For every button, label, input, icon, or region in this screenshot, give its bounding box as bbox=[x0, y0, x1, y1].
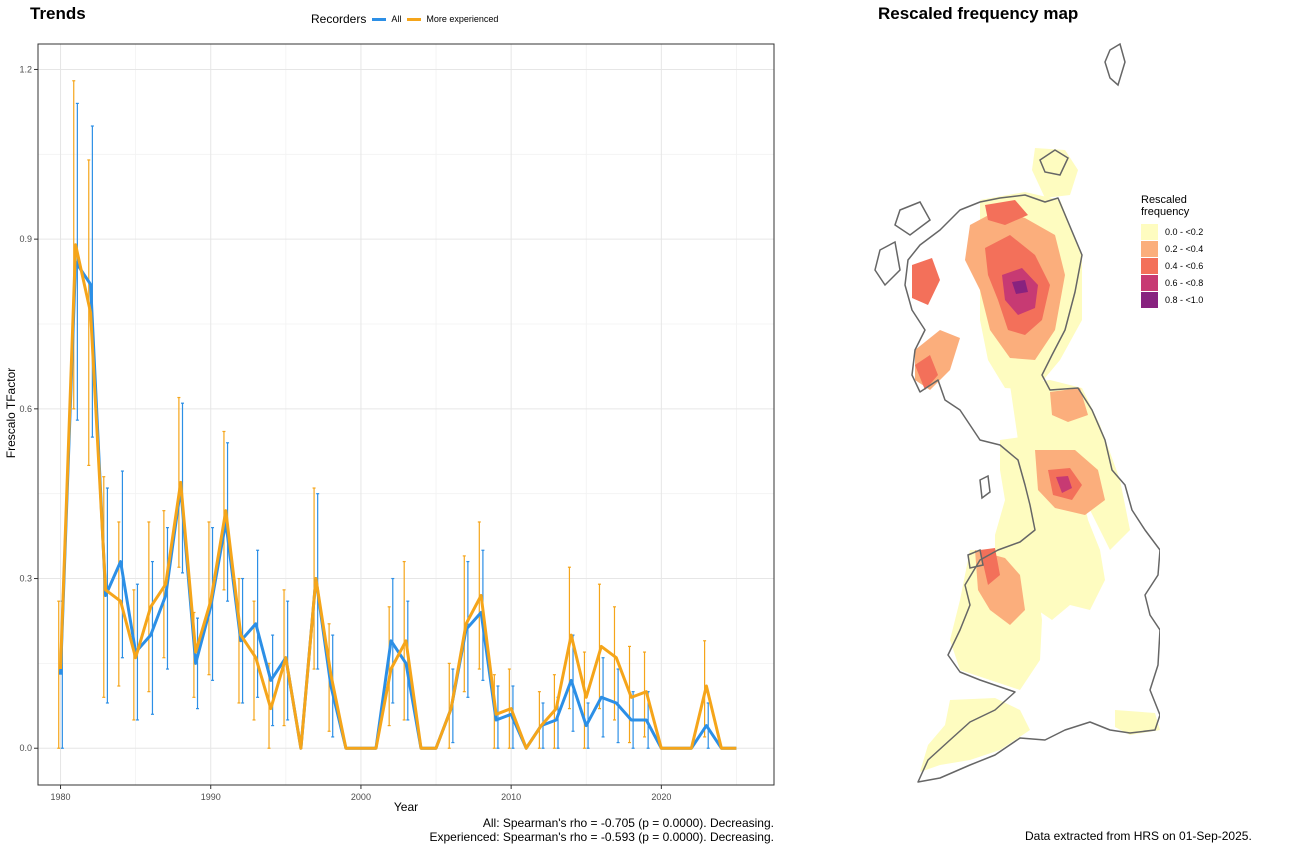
map-legend-label: 0.4 - <0.6 bbox=[1165, 260, 1204, 271]
map-legend-item: 0.8 - <1.0 bbox=[1141, 291, 1213, 308]
coastline-hebrides bbox=[874, 201, 931, 287]
legend-label-all: All bbox=[391, 14, 402, 24]
map-zone-high-skye bbox=[912, 258, 940, 305]
x-axis-label: Year bbox=[394, 800, 418, 814]
error-bar-experienced bbox=[87, 159, 91, 467]
map-zone-high-north bbox=[985, 200, 1028, 225]
error-bar-all bbox=[586, 702, 590, 749]
map-legend-swatch bbox=[1141, 240, 1158, 257]
trends-title: Trends bbox=[30, 4, 86, 23]
error-bar-all bbox=[150, 560, 154, 715]
error-bar-experienced bbox=[387, 606, 391, 727]
x-tick-label: 1980 bbox=[51, 792, 71, 802]
error-bar-experienced bbox=[162, 510, 166, 659]
series-line-experienced bbox=[59, 243, 737, 750]
error-bar-all bbox=[496, 685, 500, 749]
error-bar-experienced bbox=[462, 555, 466, 693]
trend-chart: 1980 1990 2000 2010 2020 0.0 0.3 0.6 0.9 1.2 Year… bbox=[4, 43, 775, 814]
x-tick-label: 2010 bbox=[501, 792, 521, 802]
map-legend-item: 0.2 - <0.4 bbox=[1141, 240, 1213, 257]
map-legend-label: 0.6 - <0.8 bbox=[1165, 277, 1204, 288]
error-bar-experienced bbox=[177, 396, 181, 568]
map-legend: Rescaled frequency 0.0 - <0.2 0.2 - <0.4 0… bbox=[1141, 194, 1213, 308]
error-bar-experienced bbox=[597, 583, 601, 710]
error-bar-experienced bbox=[582, 651, 586, 749]
y-tick-label: 1.2 bbox=[19, 64, 32, 74]
map-legend-rows: 0.0 - <0.2 0.2 - <0.4 0.4 - <0.6 0.6 - <0.8… bbox=[1141, 223, 1213, 308]
stats-all: All: Spearman's rho = -0.705 (p = 0.0000… bbox=[482, 816, 774, 830]
legend-swatch-all bbox=[372, 17, 387, 21]
y-tick-label: 0.0 bbox=[19, 743, 32, 753]
map-legend-item: 0.6 - <0.8 bbox=[1141, 274, 1213, 291]
stats-experienced: Experienced: Spearman's rho = -0.593 (p … bbox=[429, 830, 775, 844]
map-legend-swatch bbox=[1141, 257, 1158, 274]
map-legend-label: 0.8 - <1.0 bbox=[1165, 294, 1204, 305]
error-bar-experienced bbox=[537, 691, 541, 749]
coastline-orkney bbox=[1039, 149, 1069, 176]
legend-title: Recorders bbox=[311, 12, 367, 26]
legend-label-experienced: More experienced bbox=[426, 14, 499, 24]
error-bar-experienced bbox=[312, 487, 316, 670]
map-legend-title: Rescaled frequency bbox=[1141, 194, 1213, 218]
y-tick-label: 0.6 bbox=[19, 404, 32, 414]
error-bar-experienced bbox=[117, 521, 121, 687]
map-legend-item: 0.4 - <0.6 bbox=[1141, 257, 1213, 274]
error-bar-all bbox=[90, 125, 94, 438]
map-zone-low-north-east bbox=[1032, 148, 1078, 198]
error-bar-experienced bbox=[72, 80, 76, 410]
map-zone-top-cairngorm bbox=[1012, 280, 1028, 294]
coastline-great-britain bbox=[904, 194, 1160, 783]
map-legend-swatch bbox=[1141, 223, 1158, 240]
legend-swatch-experienced bbox=[407, 17, 422, 21]
map-zone-low-south bbox=[1115, 710, 1160, 735]
map-legend-swatch bbox=[1141, 291, 1158, 308]
error-bar-experienced bbox=[447, 662, 451, 749]
error-bar-all bbox=[165, 527, 169, 670]
map-legend-label: 0.0 - <0.2 bbox=[1165, 226, 1204, 237]
spearman-stats: All: Spearman's rho = -0.705 (p = 0.0000… bbox=[430, 816, 775, 844]
trend-legend: Recorders All More experienced bbox=[311, 12, 498, 26]
error-bar-experienced bbox=[57, 600, 61, 749]
series-line-all bbox=[59, 260, 737, 750]
data-source-footer: Data extracted from HRS on 01-Sep-2025. bbox=[1025, 829, 1252, 843]
coastline-anglesey bbox=[967, 548, 984, 569]
x-tick-label: 1990 bbox=[201, 792, 221, 802]
error-bar-experienced bbox=[643, 651, 647, 738]
map-zone-vhigh-lakes bbox=[1056, 476, 1072, 493]
error-bar-experienced bbox=[402, 560, 406, 721]
x-tick-label: 2000 bbox=[351, 792, 371, 802]
error-bar-all bbox=[391, 577, 395, 704]
coastline-isle-of-man bbox=[979, 474, 991, 500]
plot-panel-border bbox=[37, 43, 775, 786]
map-cells bbox=[912, 148, 1160, 772]
map-legend-item: 0.0 - <0.2 bbox=[1141, 223, 1213, 240]
error-bar-experienced bbox=[207, 521, 211, 676]
map-legend-swatch bbox=[1141, 274, 1158, 291]
errorbar-layer bbox=[57, 80, 710, 749]
error-bar-experienced bbox=[252, 600, 256, 721]
map-zone-low-southwest bbox=[920, 698, 1030, 772]
map-zone-mid-east bbox=[1050, 388, 1088, 422]
y-axis-label: Frescalo TFactor bbox=[4, 368, 18, 458]
error-bar-all bbox=[256, 549, 260, 698]
map-zone-high-west bbox=[915, 355, 938, 390]
map-legend-title-text: Rescaled frequency bbox=[1141, 194, 1190, 218]
map-legend-label: 0.2 - <0.4 bbox=[1165, 243, 1204, 254]
frequency-map bbox=[874, 42, 1160, 783]
line-layer bbox=[59, 243, 737, 750]
error-bar-all bbox=[196, 617, 200, 710]
y-tick-label: 0.9 bbox=[19, 234, 32, 244]
tick-layer: 1980 1990 2000 2010 2020 0.0 0.3 0.6 0.9 1.2 bbox=[19, 64, 671, 802]
legend-item-all: All bbox=[372, 14, 401, 24]
y-tick-label: 0.3 bbox=[19, 574, 32, 584]
error-bar-experienced bbox=[222, 430, 226, 591]
error-bar-experienced bbox=[477, 521, 481, 670]
error-bar-experienced bbox=[147, 521, 151, 693]
legend-item-experienced: More experienced bbox=[407, 14, 498, 24]
error-bar-all bbox=[105, 487, 109, 704]
map-title: Rescaled frequency map bbox=[878, 4, 1079, 23]
x-tick-label: 2020 bbox=[651, 792, 671, 802]
error-bar-experienced bbox=[237, 577, 241, 704]
coastline-shetland bbox=[1104, 42, 1126, 87]
